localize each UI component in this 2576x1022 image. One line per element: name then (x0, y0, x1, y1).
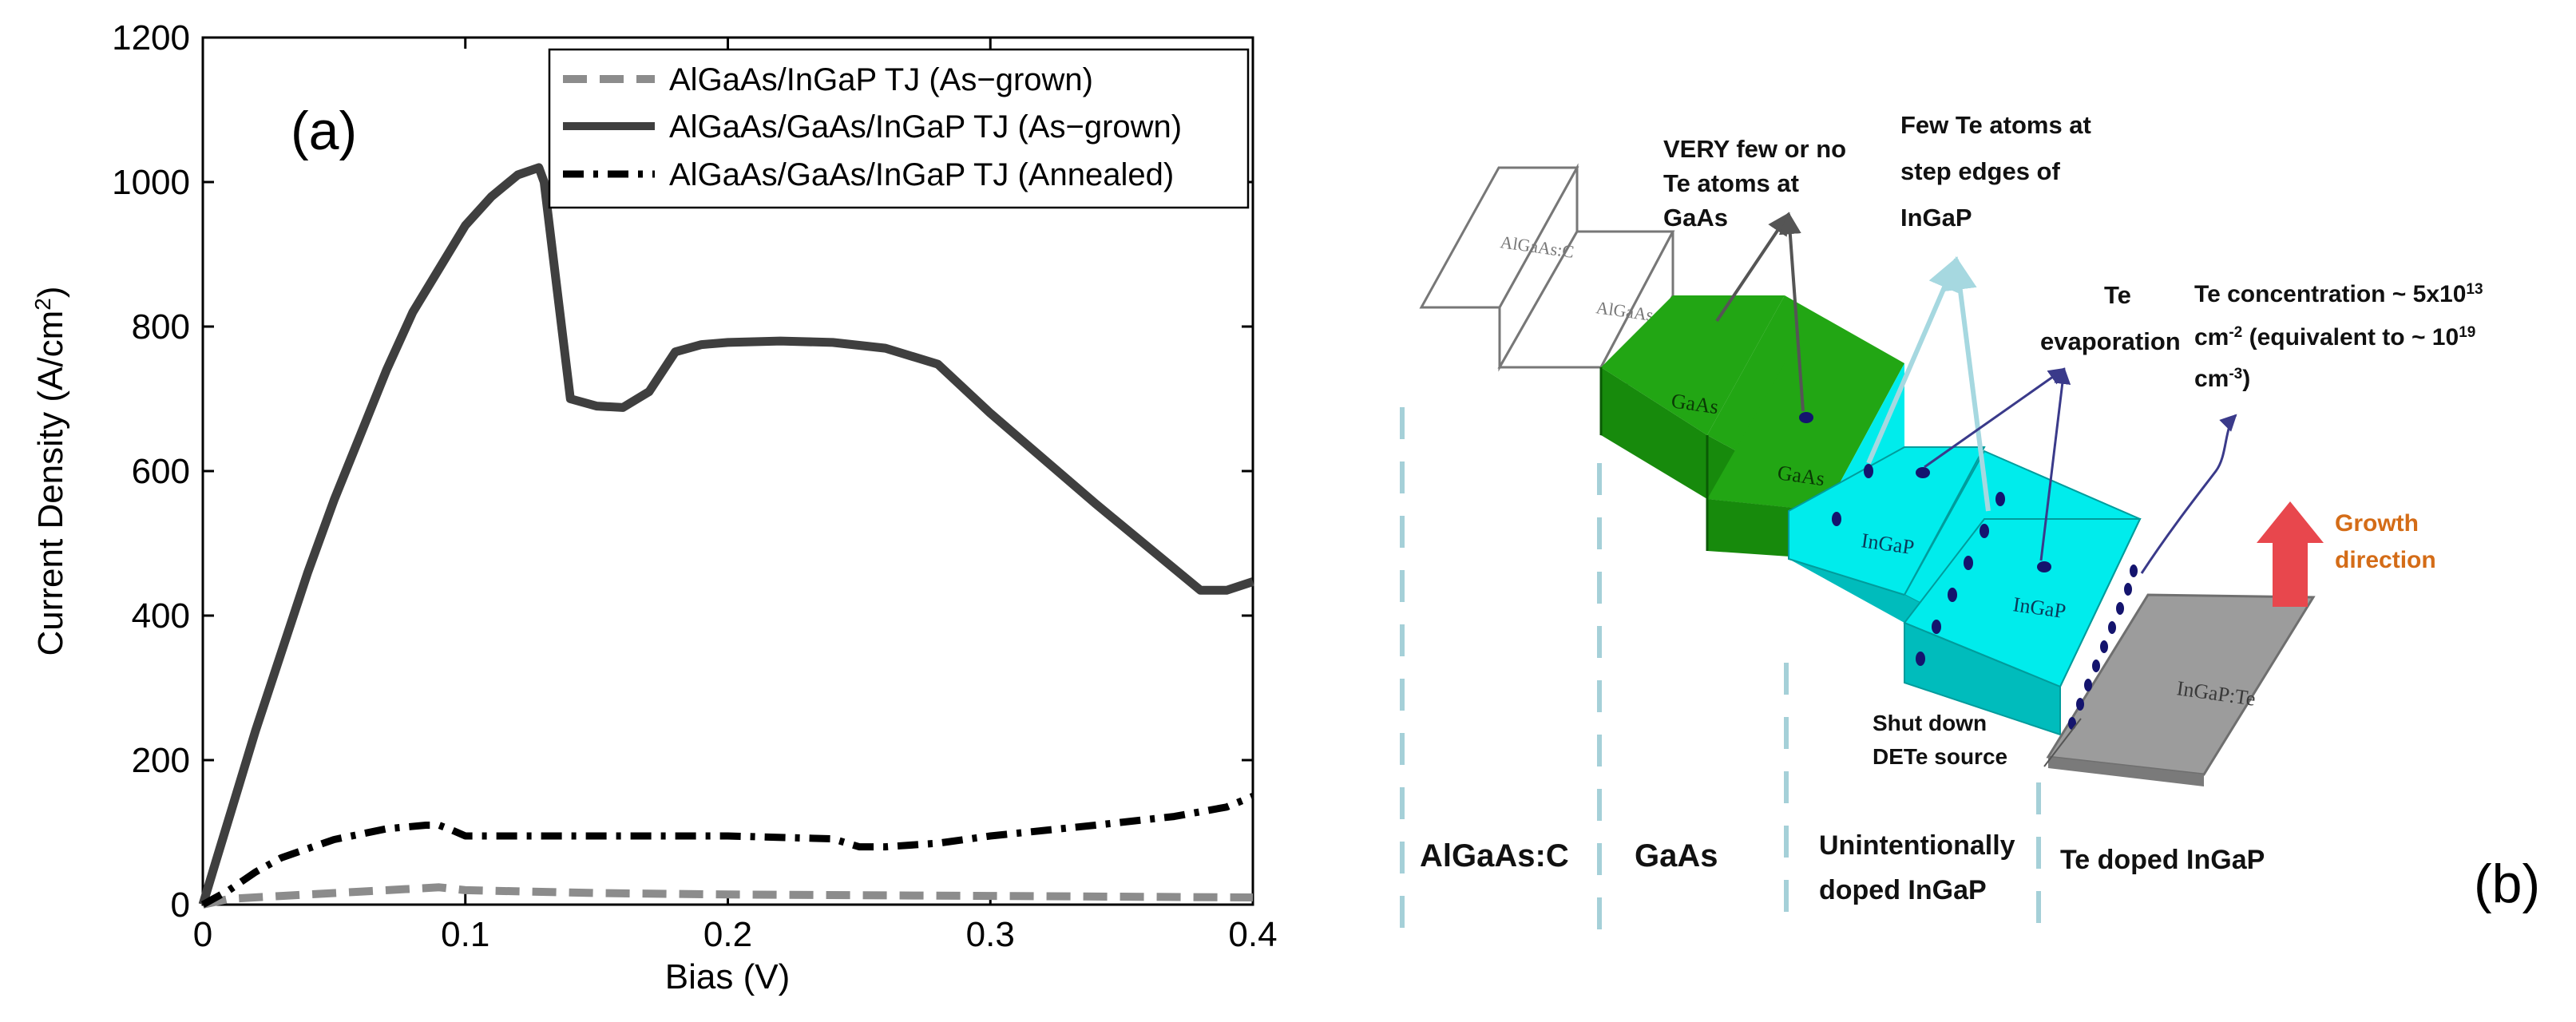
x-tick-label: 0.3 (966, 915, 1015, 954)
te-dot (1980, 524, 1989, 538)
gaas-step-3-top (1707, 363, 1904, 511)
te-dot (1799, 412, 1813, 423)
y-axis-ticks: 0 200 400 600 800 1000 1200 (112, 18, 1253, 925)
chart-panel-a: 0 200 400 600 800 1000 1200 0 0.1 0.2 0.3 0.4 AlGa… (30, 18, 1278, 996)
gaas-step-1-front (1601, 367, 1707, 499)
te-dot (1932, 620, 1941, 634)
te-dot (1964, 556, 1973, 570)
arrow-few-te-2 (1943, 256, 1991, 512)
te-dots (1799, 412, 2138, 730)
te-dot (2124, 583, 2132, 596)
te-dot (1916, 467, 1930, 478)
x-tick-label: 0.2 (703, 915, 752, 954)
x-tick-label: 0.1 (441, 915, 489, 954)
annotation-few-te: Few Te atoms at step edges of InGaP (1900, 111, 2098, 232)
legend-entry-1: AlGaAs/InGaP TJ (As−grown) (669, 62, 1093, 97)
te-dot (2116, 602, 2124, 615)
ingap-step-1-face (1788, 446, 1986, 596)
x-tick-label: 0.4 (1228, 915, 1277, 954)
te-dot (2084, 679, 2092, 691)
y-tick-label: 1200 (112, 18, 190, 57)
arrow-very-few (1715, 212, 1790, 323)
panel-label-a: (a) (291, 101, 357, 161)
legend-entry-3: AlGaAs/GaAs/InGaP TJ (Annealed) (669, 157, 1174, 192)
growth-arrow (2257, 501, 2324, 607)
series-layer (198, 163, 1254, 909)
panel-label-b: (b) (2474, 854, 2540, 914)
annotation-shutdown: Shut down DETe source (1873, 711, 2007, 769)
y-tick-label: 1000 (112, 163, 190, 202)
region-label-algaas: AlGaAs:C (1420, 838, 1569, 873)
te-dot (1916, 652, 1925, 666)
y-tick-label: 600 (132, 452, 190, 491)
te-dot (1995, 492, 2005, 506)
y-tick-label: 0 (171, 885, 190, 925)
series-algaas-gaas-ingap-annealed (200, 793, 1254, 908)
te-dot (2092, 660, 2100, 672)
series-algaas-gaas-ingap-as-grown (198, 163, 1254, 906)
y-tick-label: 800 (132, 307, 190, 347)
annotation-very-few: VERY few or no Te atoms at GaAs (1663, 135, 1853, 232)
region-label-unintentional: Unintentionally doped InGaP (1819, 830, 2023, 905)
ingap-te-front (2048, 757, 2204, 786)
growth-label: Growth direction (2335, 510, 2436, 573)
x-tick-label: 0 (193, 915, 212, 954)
te-dot (1832, 512, 1841, 526)
gaas-step-1-top (1601, 295, 1785, 435)
te-dot (2100, 640, 2108, 653)
series-algaas-ingap-as-grown (201, 883, 1254, 909)
arrow-very-few-2 (1778, 212, 1805, 412)
legend: AlGaAs/InGaP TJ (As−grown) AlGaAs/GaAs/I… (548, 48, 1250, 209)
annotation-evaporation: Te evaporation (2040, 281, 2181, 355)
y-tick-label: 400 (132, 596, 190, 636)
y-axis-label: Current Density (A/cm2) (30, 287, 71, 656)
region-label-te-doped: Te doped InGaP (2060, 845, 2265, 875)
x-axis-label: Bias (V) (665, 957, 790, 996)
te-dot (2068, 717, 2076, 730)
y-tick-label: 200 (132, 741, 190, 780)
ingap-riser (2059, 518, 2141, 687)
arrow-few-te (1866, 256, 1960, 465)
region-label-gaas: GaAs (1635, 838, 1718, 873)
te-dot (1948, 588, 1957, 602)
te-dot (2130, 564, 2138, 577)
ingap-step-3-front (1904, 621, 2061, 736)
shutdown-pointer (2043, 718, 2082, 767)
arrow-evap-2 (2039, 366, 2071, 561)
te-dot (2037, 561, 2051, 572)
arrow-evap-1 (1924, 367, 2066, 469)
legend-entry-2: AlGaAs/GaAs/InGaP TJ (As−grown) (669, 109, 1182, 145)
te-dot (1864, 464, 1873, 478)
arrow-concentration (2140, 414, 2237, 574)
te-dot (2108, 621, 2116, 634)
annotation-concentration: Te concentration ~ 5x1013 cm-2 (equivale… (2194, 281, 2490, 393)
te-dot (2076, 698, 2084, 711)
diagram-panel-b: AlGaAs:C AlGaAs:C GaAs GaAs InGaP InGaP … (1400, 111, 2540, 934)
legend-box (548, 48, 1250, 209)
